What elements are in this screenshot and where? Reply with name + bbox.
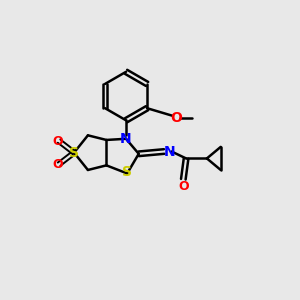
Text: O: O: [170, 111, 182, 125]
Text: N: N: [164, 145, 175, 158]
Text: O: O: [52, 135, 62, 148]
Text: O: O: [178, 180, 189, 193]
Text: N: N: [120, 132, 132, 146]
Text: O: O: [52, 158, 62, 171]
Text: S: S: [122, 165, 132, 179]
Text: S: S: [69, 146, 79, 160]
